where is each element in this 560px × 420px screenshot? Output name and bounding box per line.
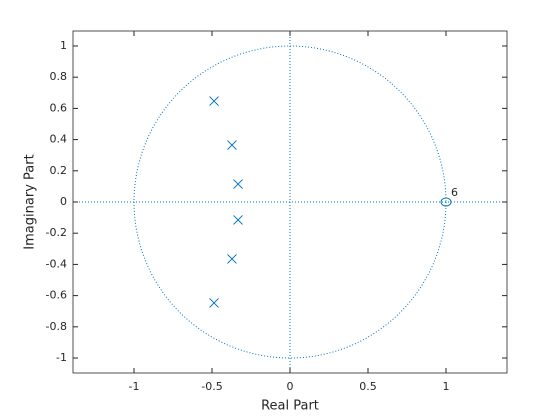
y-tick-label: -1 [56, 351, 67, 364]
x-tick-label: 0.5 [359, 380, 377, 393]
zero-multiplicity: 6 [451, 186, 458, 199]
pole-marker [233, 215, 243, 225]
pole-marker [227, 140, 237, 150]
y-tick-label: 0 [60, 195, 67, 208]
x-tick-label: 0 [287, 380, 294, 393]
y-tick-label: 0.6 [50, 101, 68, 114]
y-tick-label: 0.2 [50, 164, 68, 177]
y-tick-label: -0.6 [46, 289, 67, 302]
pole-marker [209, 298, 219, 308]
x-tick-label: -1 [129, 380, 140, 393]
y-tick-label: 0.4 [50, 133, 68, 146]
pole-marker [233, 179, 243, 189]
y-tick-label: -0.2 [46, 226, 67, 239]
x-tick-label: -0.5 [201, 380, 222, 393]
y-tick-label: -0.8 [46, 320, 67, 333]
pole-marker [227, 254, 237, 264]
y-tick-label: 1 [60, 39, 67, 52]
pole-marker [209, 96, 219, 106]
x-axis-label: Real Part [261, 399, 319, 414]
y-axis-label: Imaginary Part [23, 154, 38, 249]
x-tick-label: 1 [443, 380, 450, 393]
y-tick-label: -0.4 [46, 257, 67, 270]
zero-marker [440, 197, 452, 207]
y-tick-label: 0.8 [50, 70, 68, 83]
